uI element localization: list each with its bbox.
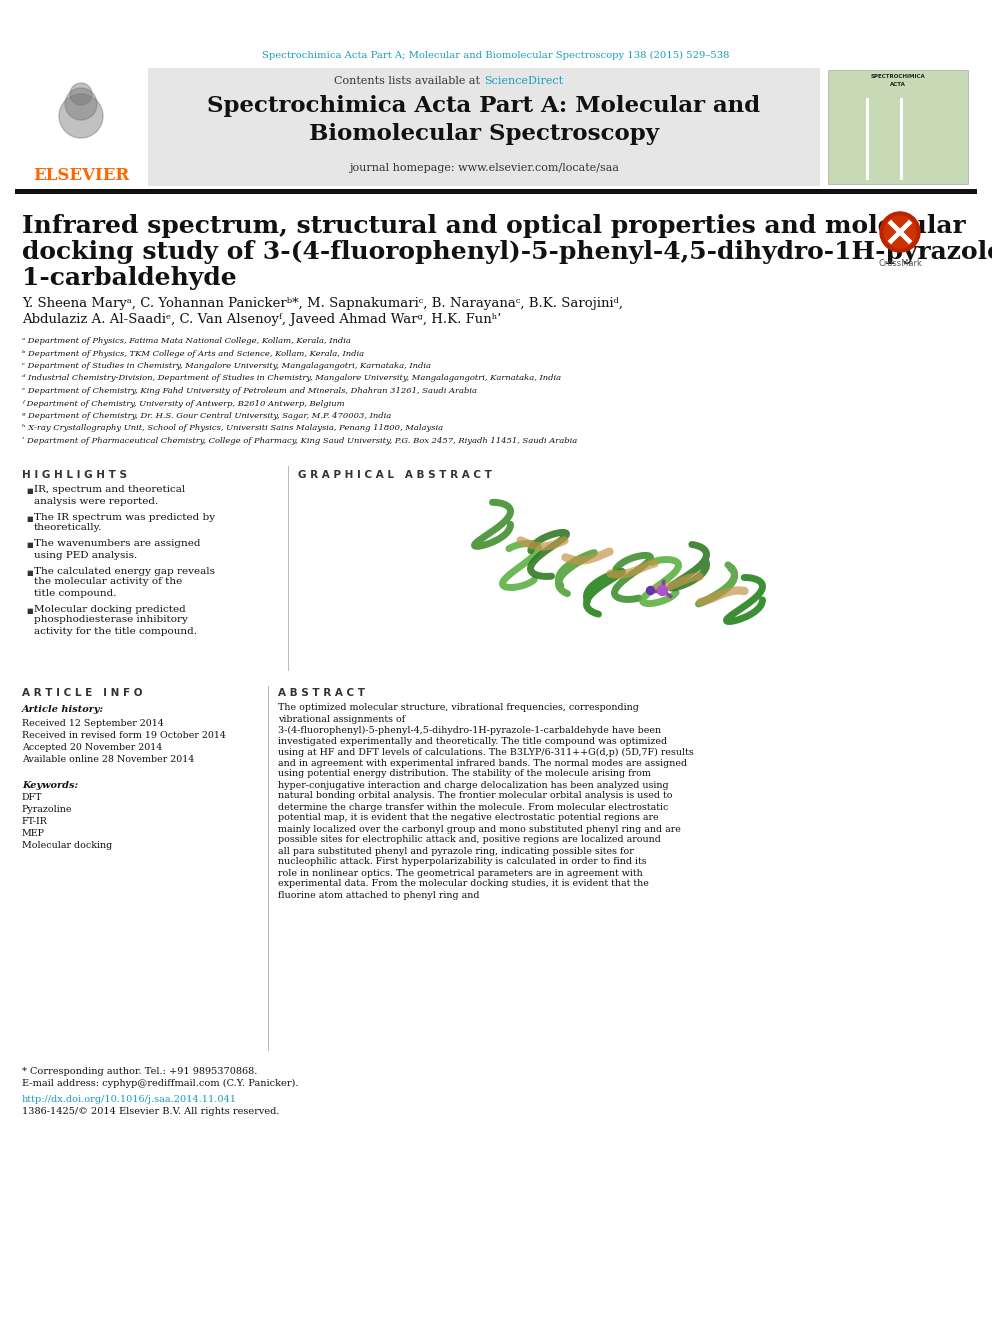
Text: ᵉ Department of Chemistry, King Fahd University of Petroleum and Minerals, Dhahr: ᵉ Department of Chemistry, King Fahd Uni…: [22, 388, 477, 396]
Text: ■: ■: [26, 488, 33, 495]
Text: Accepted 20 November 2014: Accepted 20 November 2014: [22, 742, 163, 751]
Bar: [15, 189, 977, 194]
Circle shape: [65, 89, 97, 120]
Text: ACTA: ACTA: [890, 82, 906, 86]
Text: Keywords:: Keywords:: [22, 781, 78, 790]
Text: role in nonlinear optics. The geometrical parameters are in agreement with: role in nonlinear optics. The geometrica…: [278, 868, 643, 877]
Text: Spectrochimica Acta Part A: Molecular and
Biomolecular Spectroscopy: Spectrochimica Acta Part A: Molecular an…: [207, 95, 761, 146]
Text: ᶜ Department of Studies in Chemistry, Mangalore University, Mangalagangotri, Kar: ᶜ Department of Studies in Chemistry, Ma…: [22, 363, 431, 370]
Text: all para substituted phenyl and pyrazole ring, indicating possible sites for: all para substituted phenyl and pyrazole…: [278, 847, 634, 856]
Text: CrossMark: CrossMark: [878, 259, 922, 269]
Circle shape: [884, 216, 916, 247]
Circle shape: [59, 94, 103, 138]
Text: possible sites for electrophilic attack and, positive regions are localized arou: possible sites for electrophilic attack …: [278, 836, 661, 844]
Text: mainly localized over the carbonyl group and mono substituted phenyl ring and ar: mainly localized over the carbonyl group…: [278, 824, 681, 833]
Text: analysis were reported.: analysis were reported.: [34, 496, 159, 505]
Bar: [288, 466, 289, 671]
Text: 3-(4-fluorophenyl)-5-phenyl-4,5-dihydro-1H-pyrazole-1-carbaldehyde have been: 3-(4-fluorophenyl)-5-phenyl-4,5-dihydro-…: [278, 725, 661, 734]
Text: docking study of 3-(4-fluorophenyl)-5-phenyl-4,5-dihydro-1H-pyrazole-: docking study of 3-(4-fluorophenyl)-5-ph…: [22, 239, 992, 265]
Circle shape: [658, 586, 668, 595]
Text: using potential energy distribution. The stability of the molecule arising from: using potential energy distribution. The…: [278, 770, 651, 778]
Text: The optimized molecular structure, vibrational frequencies, corresponding: The optimized molecular structure, vibra…: [278, 704, 639, 713]
Text: fluorine atom attached to phenyl ring and: fluorine atom attached to phenyl ring an…: [278, 890, 479, 900]
Text: ᵇ Department of Physics, TKM College of Arts and Science, Kollam, Kerala, India: ᵇ Department of Physics, TKM College of …: [22, 349, 364, 357]
Text: The calculated energy gap reveals: The calculated energy gap reveals: [34, 566, 215, 576]
Text: theoretically.: theoretically.: [34, 524, 102, 532]
Text: title compound.: title compound.: [34, 589, 116, 598]
Text: ScienceDirect: ScienceDirect: [484, 75, 563, 86]
Bar: [148, 67, 820, 187]
Text: * Corresponding author. Tel.: +91 9895370868.: * Corresponding author. Tel.: +91 989537…: [22, 1066, 257, 1076]
Text: ʰ X-ray Crystallography Unit, School of Physics, Universiti Sains Malaysia, Pena: ʰ X-ray Crystallography Unit, School of …: [22, 425, 443, 433]
Text: nucleophilic attack. First hyperpolarizability is calculated in order to find it: nucleophilic attack. First hyperpolariza…: [278, 857, 647, 867]
Bar: [866, 98, 869, 180]
Text: A R T I C L E   I N F O: A R T I C L E I N F O: [22, 688, 143, 699]
Text: A B S T R A C T: A B S T R A C T: [278, 688, 365, 699]
Text: Available online 28 November 2014: Available online 28 November 2014: [22, 754, 194, 763]
Text: ELSEVIER: ELSEVIER: [33, 168, 129, 184]
Circle shape: [70, 83, 92, 105]
Text: potential map, it is evident that the negative electrostatic potential regions a: potential map, it is evident that the ne…: [278, 814, 659, 823]
Text: The IR spectrum was predicted by: The IR spectrum was predicted by: [34, 512, 215, 521]
Text: determine the charge transfer within the molecule. From molecular electrostatic: determine the charge transfer within the…: [278, 803, 669, 811]
Text: Spectrochimica Acta Part A; Molecular and Biomolecular Spectroscopy 138 (2015) 5: Spectrochimica Acta Part A; Molecular an…: [262, 50, 730, 60]
Text: Molecular docking: Molecular docking: [22, 841, 112, 851]
Text: ᶠ Department of Chemistry, University of Antwerp, B2610 Antwerp, Belgium: ᶠ Department of Chemistry, University of…: [22, 400, 344, 407]
Bar: [15, 67, 148, 187]
Text: E-mail address: cyphyp@rediffmail.com (C.Y. Panicker).: E-mail address: cyphyp@rediffmail.com (C…: [22, 1078, 299, 1088]
Text: 1386-1425/© 2014 Elsevier B.V. All rights reserved.: 1386-1425/© 2014 Elsevier B.V. All right…: [22, 1106, 280, 1115]
Text: phosphodiesterase inhibitory: phosphodiesterase inhibitory: [34, 615, 187, 624]
Text: Y. Sheena Maryᵃ, C. Yohannan Panickerᵇ*, M. Sapnakumariᶜ, B. Narayanaᶜ, B.K. Sar: Y. Sheena Maryᵃ, C. Yohannan Panickerᵇ*,…: [22, 296, 623, 310]
Circle shape: [647, 586, 655, 594]
Text: G R A P H I C A L   A B S T R A C T: G R A P H I C A L A B S T R A C T: [298, 470, 492, 479]
Text: ᵃ Department of Physics, Fatima Mata National College, Kollam, Kerala, India: ᵃ Department of Physics, Fatima Mata Nat…: [22, 337, 351, 345]
Text: investigated experimentally and theoretically. The title compound was optimized: investigated experimentally and theoreti…: [278, 737, 668, 745]
Text: 1-carbaldehyde: 1-carbaldehyde: [22, 266, 237, 290]
Text: SPECTROCHIMICA: SPECTROCHIMICA: [871, 74, 926, 79]
Text: MEP: MEP: [22, 830, 45, 839]
Text: ᵈ Industrial Chemistry-Division, Department of Studies in Chemistry, Mangalore U: ᵈ Industrial Chemistry-Division, Departm…: [22, 374, 561, 382]
Text: ᵍ Department of Chemistry, Dr. H.S. Gour Central University, Sagar, M.P. 470003,: ᵍ Department of Chemistry, Dr. H.S. Gour…: [22, 411, 391, 419]
Text: Abdulaziz A. Al-Saadiᵉ, C. Van Alsenoyᶠ, Javeed Ahmad Warᵍ, H.K. Funʰʹ: Abdulaziz A. Al-Saadiᵉ, C. Van Alsenoyᶠ,…: [22, 314, 501, 325]
Text: ■: ■: [26, 542, 33, 549]
Text: ʹ Department of Pharmaceutical Chemistry, College of Pharmacy, King Saud Univers: ʹ Department of Pharmaceutical Chemistry…: [22, 437, 577, 445]
Text: FT-IR: FT-IR: [22, 818, 48, 827]
Text: http://dx.doi.org/10.1016/j.saa.2014.11.041: http://dx.doi.org/10.1016/j.saa.2014.11.…: [22, 1094, 237, 1103]
Text: Molecular docking predicted: Molecular docking predicted: [34, 605, 186, 614]
Text: IR, spectrum and theoretical: IR, spectrum and theoretical: [34, 486, 186, 495]
Text: the molecular activity of the: the molecular activity of the: [34, 578, 183, 586]
Bar: [900, 98, 903, 180]
Text: ■: ■: [26, 569, 33, 576]
Text: journal homepage: www.elsevier.com/locate/saa: journal homepage: www.elsevier.com/locat…: [349, 163, 619, 173]
Bar: [828, 70, 968, 184]
Text: Received in revised form 19 October 2014: Received in revised form 19 October 2014: [22, 730, 226, 740]
Text: Pyrazoline: Pyrazoline: [22, 806, 72, 815]
Text: hyper-conjugative interaction and charge delocalization has been analyzed using: hyper-conjugative interaction and charge…: [278, 781, 669, 790]
Text: DFT: DFT: [22, 794, 43, 803]
Text: vibrational assignments of: vibrational assignments of: [278, 714, 406, 724]
Text: Contents lists available at: Contents lists available at: [334, 75, 484, 86]
Circle shape: [880, 212, 920, 251]
Text: Article history:: Article history:: [22, 705, 104, 714]
Text: experimental data. From the molecular docking studies, it is evident that the: experimental data. From the molecular do…: [278, 880, 649, 889]
Text: natural bonding orbital analysis. The frontier molecular orbital analysis is use: natural bonding orbital analysis. The fr…: [278, 791, 673, 800]
Text: and in agreement with experimental infrared bands. The normal modes are assigned: and in agreement with experimental infra…: [278, 758, 687, 767]
Text: activity for the title compound.: activity for the title compound.: [34, 627, 197, 635]
Bar: [268, 685, 269, 1050]
Text: H I G H L I G H T S: H I G H L I G H T S: [22, 470, 127, 479]
Text: The wavenumbers are assigned: The wavenumbers are assigned: [34, 540, 200, 549]
Text: ■: ■: [26, 607, 33, 614]
Text: Received 12 September 2014: Received 12 September 2014: [22, 718, 164, 728]
Text: Infrared spectrum, structural and optical properties and molecular: Infrared spectrum, structural and optica…: [22, 214, 965, 238]
Text: ■: ■: [26, 516, 33, 521]
Text: using PED analysis.: using PED analysis.: [34, 550, 137, 560]
Text: using at HF and DFT levels of calculations. The B3LYP/6-311++G(d,p) (5D,7F) resu: using at HF and DFT levels of calculatio…: [278, 747, 693, 757]
